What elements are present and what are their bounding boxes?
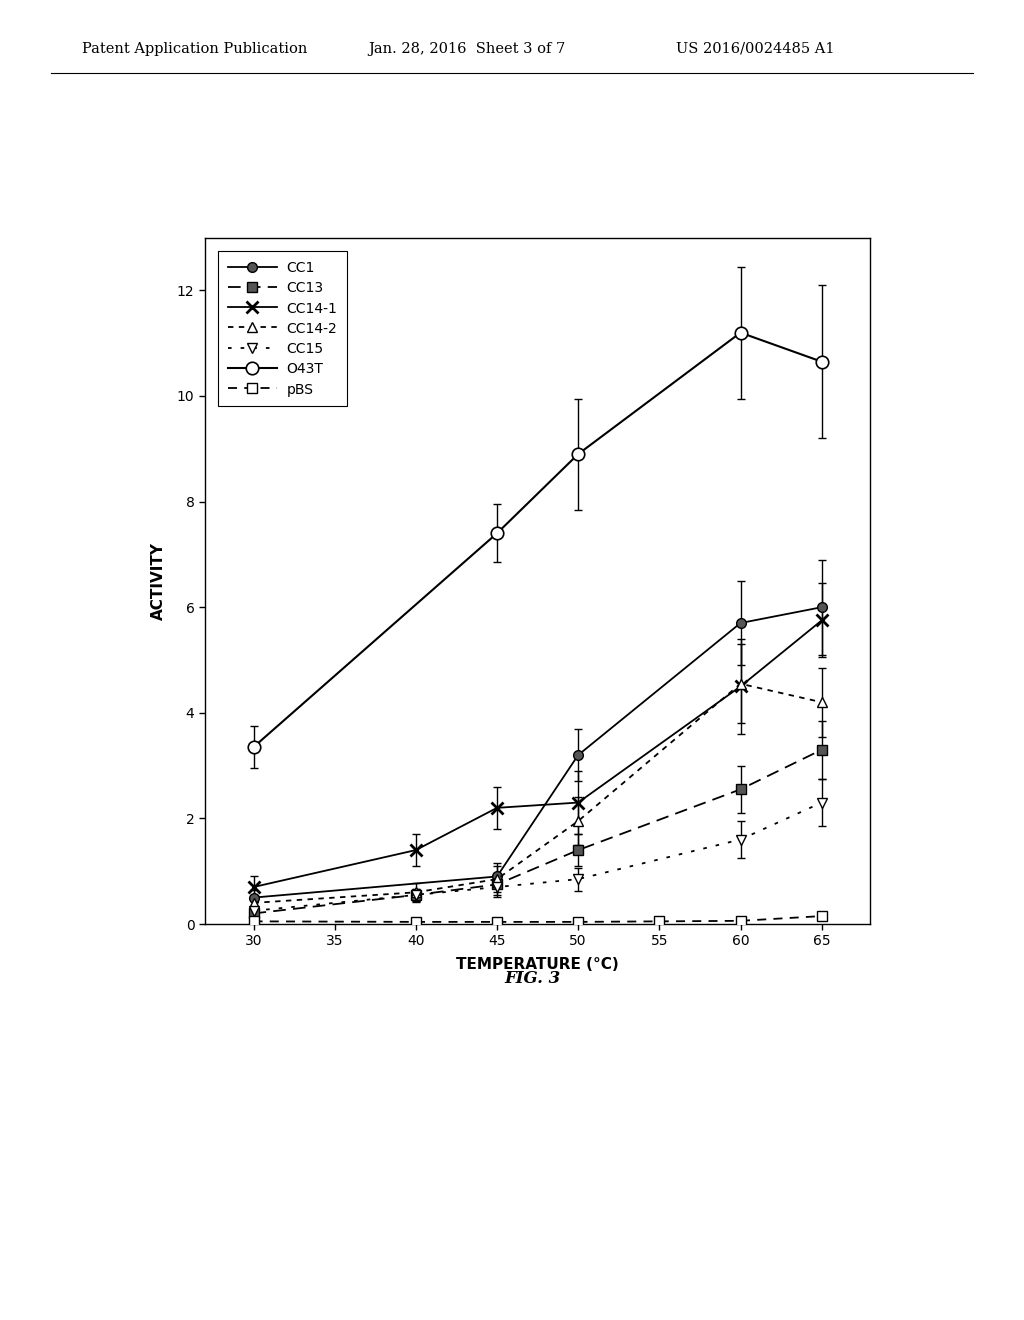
Text: Patent Application Publication: Patent Application Publication bbox=[82, 42, 307, 55]
X-axis label: TEMPERATURE (°C): TEMPERATURE (°C) bbox=[457, 957, 618, 972]
Text: US 2016/0024485 A1: US 2016/0024485 A1 bbox=[676, 42, 835, 55]
Text: Jan. 28, 2016  Sheet 3 of 7: Jan. 28, 2016 Sheet 3 of 7 bbox=[369, 42, 566, 55]
Text: FIG. 3: FIG. 3 bbox=[505, 970, 560, 987]
Y-axis label: ACTIVITY: ACTIVITY bbox=[151, 541, 166, 620]
Legend: CC1, CC13, CC14-1, CC14-2, CC15, O43T, pBS: CC1, CC13, CC14-1, CC14-2, CC15, O43T, p… bbox=[218, 251, 347, 407]
